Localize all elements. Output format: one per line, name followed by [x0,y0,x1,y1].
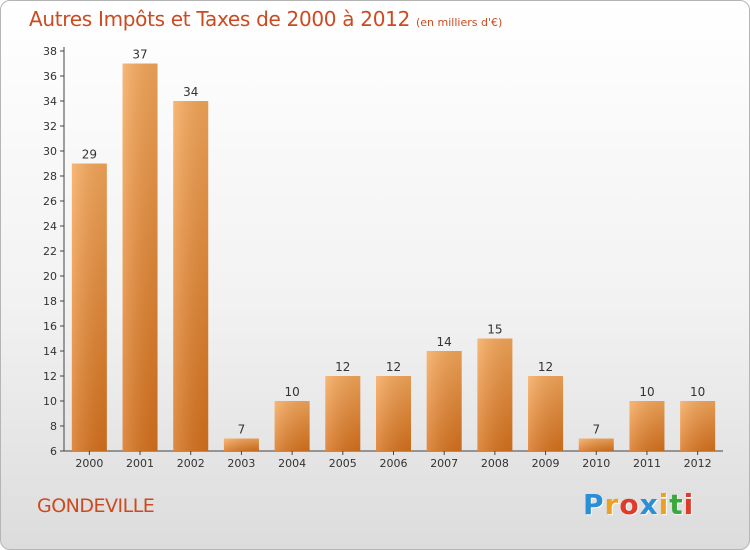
bar-value-label: 12 [538,360,553,374]
bar-value-label: 7 [592,423,600,437]
bar-shade [477,338,513,451]
logo-letter: o [619,488,640,521]
y-tick-label: 34 [43,95,57,108]
location-name: GONDEVILLE [37,495,155,517]
unit-label: (en milliers d'€) [416,16,503,29]
bar-value-label: 10 [639,385,654,399]
y-tick-label: 14 [43,345,57,358]
chart-title: Autres Impôts et Taxes de 2000 à 2012 (en… [29,7,502,31]
bar-shade [122,63,158,451]
x-tick-label: 2010 [582,457,610,470]
bar-shade [528,376,564,451]
bar-shade [173,101,209,451]
y-tick-label: 24 [43,220,57,233]
chart-title-text: Autres Impôts et Taxes de 2000 à 2012 [29,7,410,31]
y-tick-label: 36 [43,70,57,83]
y-tick-label: 20 [43,270,57,283]
bar-value-label: 10 [284,385,299,399]
x-tick-label: 2006 [380,457,408,470]
logo-letter: r [604,488,620,521]
bar-shade [376,376,411,451]
bar-shade [578,438,614,451]
y-tick-label: 16 [43,320,57,333]
x-tick-label: 2007 [430,457,458,470]
logo-letter: t [669,488,684,521]
bar-value-label: 10 [690,385,705,399]
bar-shade [426,351,462,451]
x-tick-label: 2011 [633,457,661,470]
bar-shade [325,376,361,451]
logo-letter: i [658,488,670,521]
x-tick-label: 2009 [532,457,560,470]
bar-shade [223,438,259,451]
y-tick-label: 26 [43,195,57,208]
x-tick-label: 2012 [684,457,712,470]
bar-shade [629,401,665,451]
bar-shade [274,401,310,451]
bar-shade [680,401,716,451]
y-tick-label: 12 [43,370,57,383]
x-tick-label: 2000 [75,457,103,470]
bar-value-label: 15 [487,323,502,337]
y-tick-label: 10 [43,395,57,408]
proxiti-logo: Proxiti [583,488,694,521]
bar-value-label: 14 [437,335,452,349]
x-tick-label: 2005 [329,457,357,470]
y-tick-label: 6 [50,445,57,458]
y-tick-label: 8 [50,420,57,433]
x-tick-label: 2004 [278,457,306,470]
logo-letter: x [639,488,659,521]
x-tick-label: 2002 [177,457,205,470]
bar-value-label: 34 [183,85,198,99]
y-tick-label: 22 [43,245,57,258]
bar-shade [71,163,107,451]
logo-letter: P [583,488,605,521]
y-tick-label: 28 [43,170,57,183]
y-tick-label: 32 [43,120,57,133]
x-tick-label: 2003 [227,457,255,470]
x-tick-label: 2008 [481,457,509,470]
y-tick-label: 18 [43,295,57,308]
bar-value-label: 12 [335,360,350,374]
bar-value-label: 29 [82,148,97,162]
bar-value-label: 37 [132,48,147,62]
logo-letter: i [683,488,695,521]
y-tick-label: 30 [43,145,57,158]
bar-value-label: 12 [386,360,401,374]
y-tick-label: 38 [43,45,57,58]
x-tick-label: 2001 [126,457,154,470]
bar-value-label: 7 [238,423,246,437]
